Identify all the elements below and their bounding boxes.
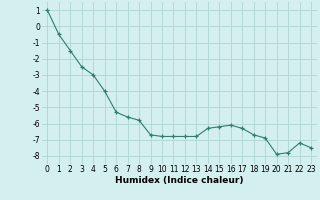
X-axis label: Humidex (Indice chaleur): Humidex (Indice chaleur) — [115, 176, 244, 185]
